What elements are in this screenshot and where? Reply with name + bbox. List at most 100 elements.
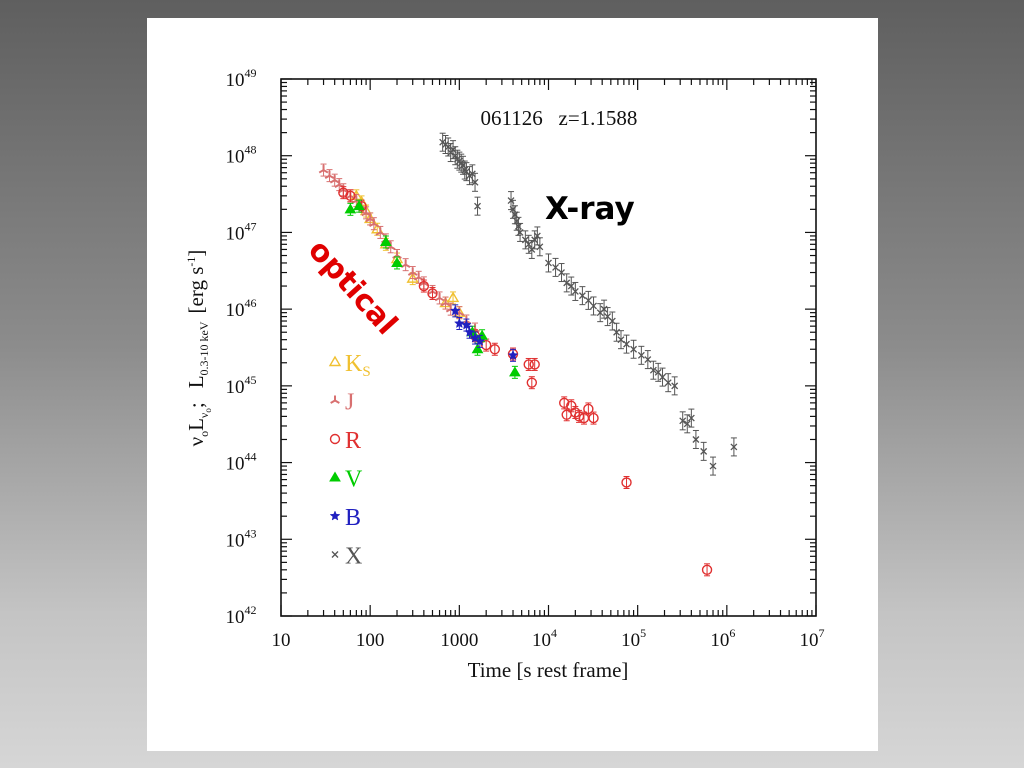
data-point	[434, 291, 445, 305]
data-point	[526, 376, 538, 390]
x-tick-label-base: 10	[800, 630, 819, 651]
legend-item: R	[329, 428, 361, 454]
legend-label: X	[345, 544, 362, 570]
data-point	[659, 367, 666, 387]
y-title-unit: [erg s	[184, 267, 208, 314]
luminosity-lightcurve-chart: 10 100 1000 104 105 106 107 104210431044104510…	[184, 66, 825, 682]
data-point	[683, 414, 691, 434]
series-b	[449, 304, 519, 362]
data-point	[730, 437, 738, 457]
y-tick-label: 1042	[226, 603, 257, 628]
x-tick-label: 105	[621, 626, 646, 651]
data-point	[545, 253, 552, 273]
legend-label: V	[345, 467, 363, 493]
y-title-band: 0.3-10 keV	[197, 321, 211, 375]
y-title-nu: ν	[184, 437, 208, 447]
legend-symbol	[329, 510, 341, 521]
y-tick-label-exp: 46	[245, 296, 257, 310]
legend-label: KS	[345, 351, 371, 380]
chart-title: 061126 z=1.1588	[481, 106, 638, 130]
y-tick-label-base: 10	[226, 223, 245, 244]
y-tick-label-base: 10	[226, 300, 245, 321]
x-tick-label-exp: 4	[551, 626, 557, 640]
data-point	[571, 281, 579, 301]
data-point	[446, 291, 460, 305]
svg-text:νoLνo;L0.3-10 keV[erg s-1]: νoLνo;L0.3-10 keV[erg s-1]	[184, 250, 213, 447]
x-tick-label-base: 10	[621, 630, 640, 651]
legend-item: X	[331, 544, 362, 570]
x-tick-label-exp: 6	[729, 626, 735, 640]
data-point	[630, 339, 638, 359]
y-tick-label-exp: 42	[245, 603, 257, 617]
x-tick-label-base: 10	[710, 630, 729, 651]
legend-item: KS	[328, 351, 371, 380]
x-tick-label-exp: 5	[640, 626, 646, 640]
y-tick-label: 1045	[226, 373, 257, 398]
data-point	[507, 348, 519, 362]
data-point	[509, 365, 521, 379]
x-tick-labels: 10 100 1000 104 105 106 107	[272, 626, 825, 651]
data-point	[701, 563, 713, 577]
legend-label: B	[345, 505, 361, 531]
legend-symbol	[329, 433, 341, 445]
legend-symbol	[331, 551, 339, 558]
y-title-unit-close: ]	[184, 250, 208, 257]
x-tick-label: 1000	[440, 630, 478, 651]
legend-item: B	[329, 505, 361, 531]
data-point	[621, 475, 632, 489]
data-point	[407, 266, 418, 280]
data-point	[528, 239, 536, 259]
y-tick-label: 1047	[226, 219, 257, 244]
x-tick-label-exp: 7	[819, 626, 825, 640]
data-point	[449, 304, 461, 318]
data-point	[369, 217, 379, 231]
y-title-sub-nu: ν	[197, 412, 211, 418]
y-title-L2: L	[184, 375, 208, 388]
legend-label: J	[345, 390, 354, 416]
data-point	[400, 258, 411, 272]
x-tick-label-base: 10	[532, 630, 551, 651]
data-point	[345, 189, 356, 203]
y-tick-label: 1049	[226, 66, 257, 91]
y-title-unit-exp: -1	[184, 257, 198, 267]
data-point	[525, 234, 533, 254]
data-point	[353, 199, 365, 213]
y-tick-label-exp: 45	[245, 373, 257, 387]
data-point	[516, 222, 524, 242]
data-point	[440, 296, 451, 310]
y-tick-label-base: 10	[226, 607, 245, 628]
y-tick-label-exp: 49	[245, 66, 257, 80]
legend-label-name: K	[345, 351, 363, 377]
data-point	[464, 325, 475, 339]
data-point	[700, 441, 708, 461]
data-point	[649, 360, 657, 380]
x-axis-title: Time [s rest frame]	[468, 658, 629, 682]
data-point	[590, 296, 598, 316]
data-point	[324, 169, 335, 183]
optical-annotation: optical	[301, 233, 404, 342]
y-title-L: L	[184, 418, 208, 431]
data-point	[379, 235, 392, 249]
legend-label-name: V	[345, 467, 363, 493]
data-point	[664, 373, 672, 393]
y-tick-label-base: 10	[226, 147, 245, 168]
data-point	[613, 322, 621, 342]
series-x	[439, 132, 738, 476]
y-tick-label: 1048	[226, 143, 257, 168]
legend-label-name: R	[345, 428, 361, 454]
legend-symbol	[328, 355, 342, 367]
x-tick-label-base: 1000	[440, 630, 478, 651]
x-tick-label-base: 10	[272, 630, 291, 651]
data-point	[529, 357, 540, 371]
legend-label-name: X	[345, 544, 362, 570]
data-point	[462, 162, 470, 182]
data-point	[474, 334, 486, 348]
legend-symbol	[330, 395, 340, 404]
y-tick-label-exp: 48	[245, 143, 257, 157]
x-tick-label: 100	[356, 630, 385, 651]
data-point	[418, 279, 430, 293]
legend-item: J	[330, 390, 354, 416]
legend-symbol	[329, 471, 341, 482]
xray-annotation: X-ray	[545, 191, 635, 227]
